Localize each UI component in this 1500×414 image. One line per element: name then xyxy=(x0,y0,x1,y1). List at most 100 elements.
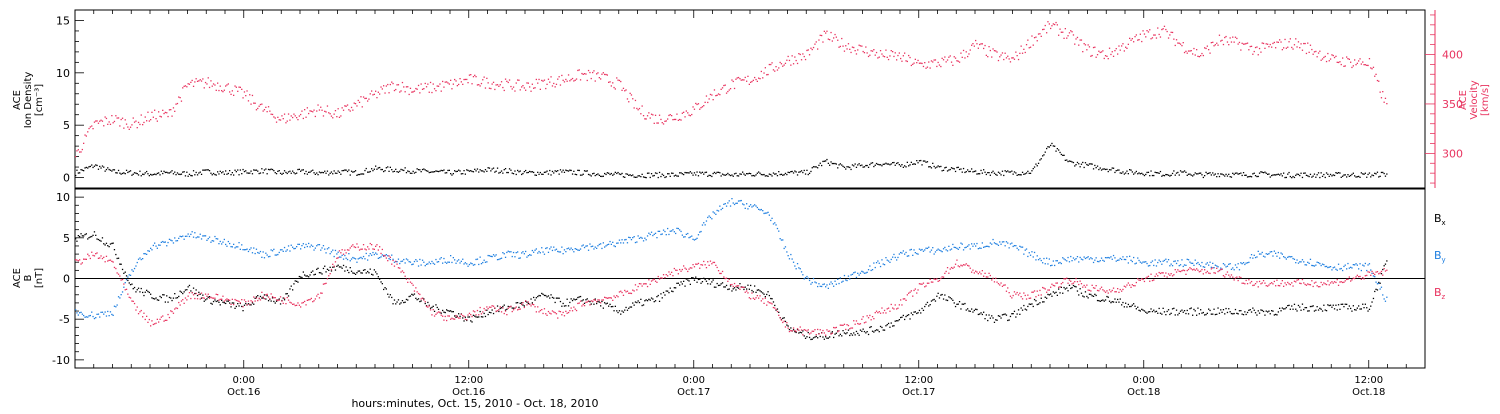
field-series-bx-point xyxy=(891,322,892,323)
velocity-series-point xyxy=(617,80,618,81)
velocity-series-point xyxy=(402,82,403,83)
field-series-bz-point xyxy=(703,261,704,262)
density-series-point xyxy=(1346,176,1347,177)
field-series-bx-point xyxy=(348,272,349,273)
field-series-bx-point xyxy=(437,307,438,308)
velocity-series-point xyxy=(825,32,826,33)
field-series-by-point xyxy=(470,262,471,263)
velocity-series-point xyxy=(654,123,655,124)
field-series-bx-point xyxy=(313,274,314,275)
velocity-series-point xyxy=(421,83,422,84)
field-series-bz-point xyxy=(550,313,551,314)
density-series-point xyxy=(149,175,150,176)
field-series-bz-point xyxy=(579,302,580,303)
density-series-point xyxy=(445,172,446,173)
field-series-bx-point xyxy=(366,272,367,273)
field-series-bx-point xyxy=(1163,308,1164,309)
field-series-by-point xyxy=(405,262,406,263)
field-series-by-point xyxy=(321,247,322,248)
field-series-bz-point xyxy=(1365,275,1366,276)
field-series-by-point xyxy=(121,294,122,295)
field-series-bx-point xyxy=(1155,311,1156,312)
field-series-bz-point xyxy=(296,305,297,306)
velocity-series-point xyxy=(205,82,206,83)
field-series-bz-point xyxy=(252,301,253,302)
velocity-series-point xyxy=(915,59,916,60)
field-series-by-point xyxy=(777,228,778,229)
field-series-bz-point xyxy=(597,299,598,300)
density-series-point xyxy=(265,168,266,169)
field-series-by-point xyxy=(793,262,794,263)
velocity-series-point xyxy=(1134,36,1135,37)
field-series-bz-point xyxy=(83,259,84,260)
field-series-bx-point xyxy=(157,299,158,300)
field-series-by-point xyxy=(576,249,577,250)
field-series-bx-point xyxy=(671,291,672,292)
field-series-bz-point xyxy=(575,309,576,310)
field-series-bx-point xyxy=(687,279,688,280)
density-tick-label: 0 xyxy=(63,172,70,185)
field-series-by-point xyxy=(1284,257,1285,258)
field-series-bz-point xyxy=(623,295,624,296)
field-series-bx-point xyxy=(988,314,989,315)
field-series-bx-point xyxy=(351,271,352,272)
velocity-series-point xyxy=(1250,46,1251,47)
field-series-bx-point xyxy=(1195,310,1196,311)
field-series-by-point xyxy=(1220,268,1221,269)
field-series-by-point xyxy=(1296,259,1297,260)
field-series-by-point xyxy=(634,236,635,237)
field-series-by-point xyxy=(1204,267,1205,268)
field-series-by-point xyxy=(439,258,440,259)
field-series-bx-point xyxy=(367,271,368,272)
field-series-by-point xyxy=(943,248,944,249)
field-series-by-point xyxy=(658,231,659,232)
field-series-bx-point xyxy=(386,288,387,289)
field-series-by-point xyxy=(1037,255,1038,256)
field-series-by-point xyxy=(1327,267,1328,268)
field-axis-label-line: B xyxy=(23,274,34,281)
velocity-series-point xyxy=(917,60,918,61)
field-series-bz-point xyxy=(237,300,238,301)
density-series-point xyxy=(350,174,351,175)
field-series-bx-point xyxy=(1009,319,1010,320)
density-series-point xyxy=(447,170,448,171)
field-series-bz-point xyxy=(340,252,341,253)
field-series-bx-point xyxy=(79,236,80,237)
field-series-by-point xyxy=(767,212,768,213)
velocity-series-point xyxy=(919,63,920,64)
field-series-bz-point xyxy=(754,299,755,300)
field-series-by-point xyxy=(1092,258,1093,259)
density-series-point xyxy=(1247,176,1248,177)
field-series-by-point xyxy=(691,236,692,237)
velocity-series-point xyxy=(671,115,672,116)
field-series-by-point xyxy=(893,254,894,255)
field-series-bz-point xyxy=(664,277,665,278)
velocity-series-point xyxy=(127,126,128,127)
field-series-by-point xyxy=(221,243,222,244)
field-series-by-point xyxy=(533,252,534,253)
field-series-bx-point xyxy=(1104,301,1105,302)
field-series-bx-point xyxy=(1071,287,1072,288)
field-series-bz-point xyxy=(234,299,235,300)
field-series-bz-point xyxy=(1039,290,1040,291)
velocity-series-point xyxy=(238,87,239,88)
field-series-by-point xyxy=(1010,243,1011,244)
density-series-point xyxy=(508,172,509,173)
field-series-bx-point xyxy=(1124,306,1125,307)
field-series-bz-point xyxy=(87,254,88,255)
field-series-bx-point xyxy=(198,292,199,293)
field-series-bz-point xyxy=(106,256,107,257)
field-series-bx-point xyxy=(917,312,918,313)
density-series-point xyxy=(1208,173,1209,174)
velocity-series-point xyxy=(560,84,561,85)
field-series-bz-point xyxy=(1027,295,1028,296)
density-series-point xyxy=(761,174,762,175)
field-series-bz-point xyxy=(948,273,949,274)
field-series-bx-point xyxy=(1073,285,1074,286)
velocity-series-point xyxy=(848,43,849,44)
field-series-bz-point xyxy=(516,306,517,307)
velocity-series-point xyxy=(683,112,684,113)
field-series-bz-point xyxy=(90,258,91,259)
density-series-point xyxy=(1042,155,1043,156)
